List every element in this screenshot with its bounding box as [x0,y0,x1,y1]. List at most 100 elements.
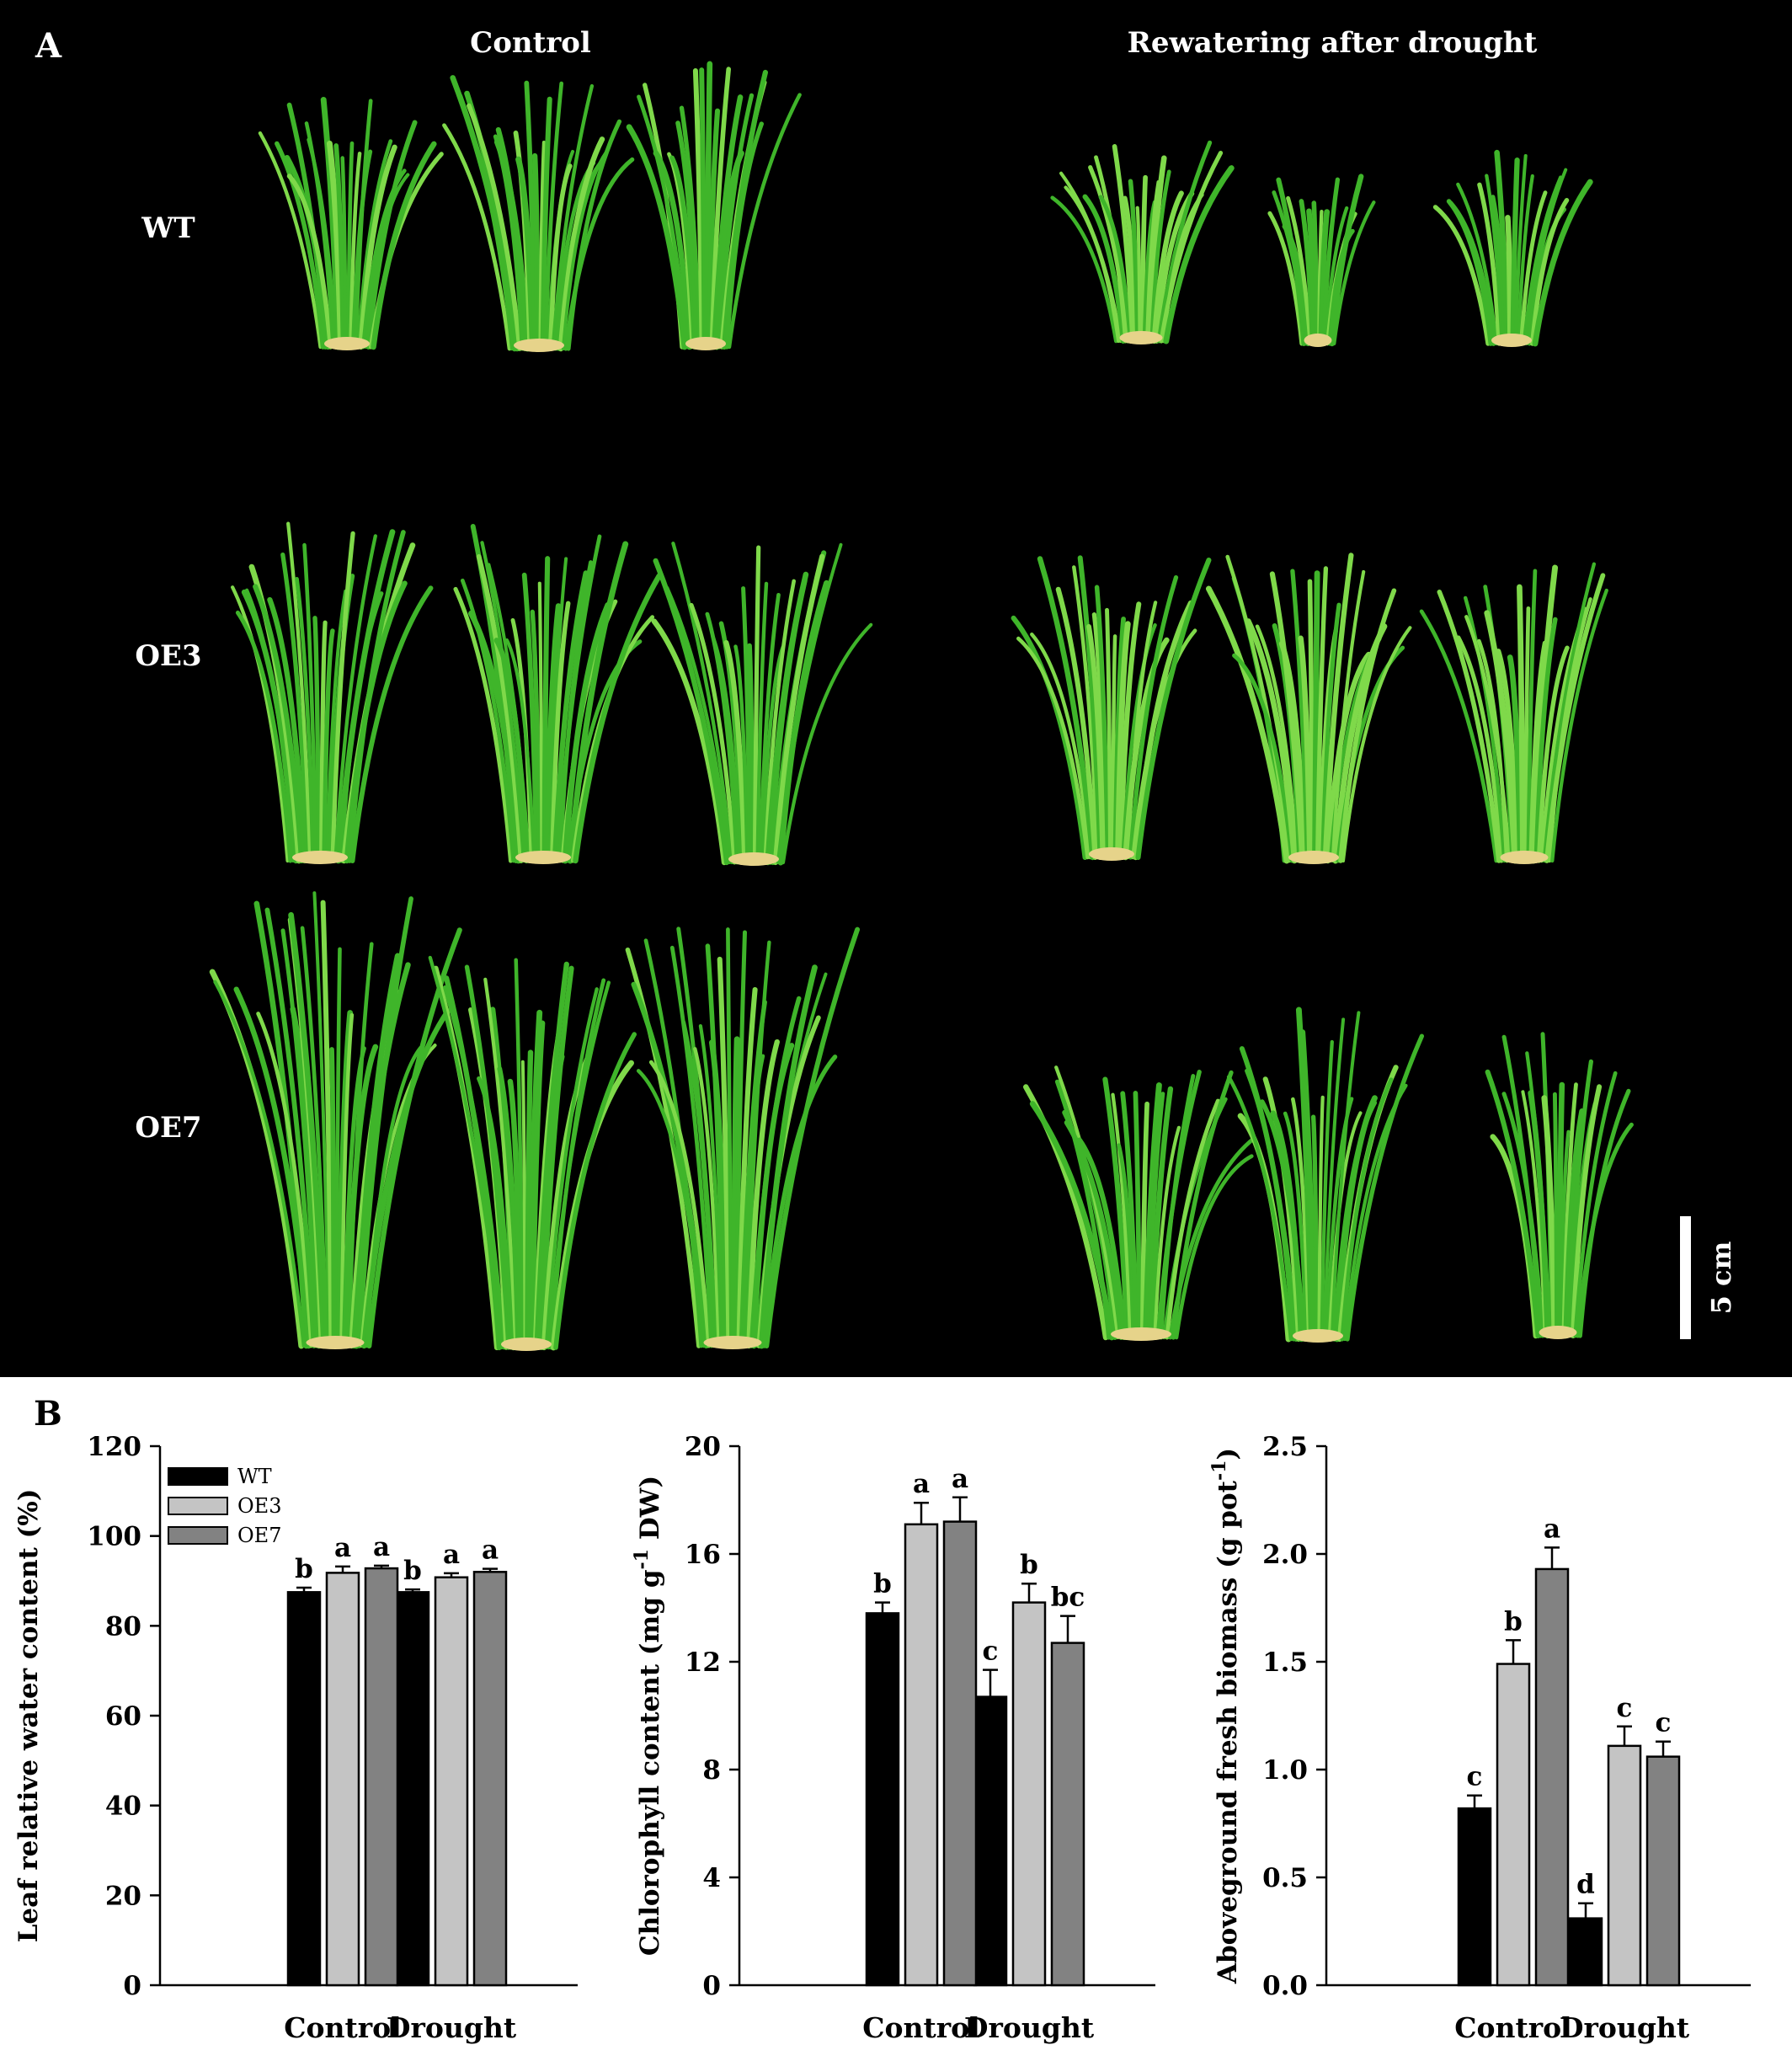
leaf [467,103,523,351]
leaf [531,152,541,352]
leaf [477,1076,514,1350]
leaf [758,964,818,1349]
leaf [365,120,418,350]
leaf [1496,649,1521,864]
y-tick-label: 12 [685,1647,721,1678]
panel-a-canvas: A Control Rewatering after drought WT OE… [35,26,1737,1351]
leaf [515,156,536,352]
plant-base [1500,851,1549,864]
leaf [777,579,829,866]
leaf [1541,1095,1558,1339]
leaf [371,141,437,350]
leaf [1128,574,1179,860]
leaf [1259,1099,1307,1342]
leaf [325,589,348,863]
leaf [1091,612,1108,860]
bar [904,1523,939,1987]
leaf [1146,155,1167,344]
leaf [433,965,500,1351]
leaf [676,926,719,1348]
leaf [1239,1046,1299,1342]
leaf [626,124,688,350]
y-tick-label: 20 [105,1881,141,1911]
leaf [561,150,608,350]
leaf [1517,584,1526,864]
leaf [347,530,406,863]
plant-base [515,851,571,864]
leaf [679,105,702,350]
legend-label: WT [237,1465,272,1488]
leaf [339,1012,355,1348]
leaf [307,137,338,350]
leaf [1556,1081,1565,1339]
bar [1568,1917,1603,1987]
leaf [567,541,629,864]
leaf [349,585,434,863]
leaf [275,141,326,350]
leaf [320,900,334,1348]
plant-clump [1011,555,1212,861]
leaf [669,155,697,350]
leaf [1513,153,1528,346]
leaf [529,1020,546,1351]
leaf [530,609,542,863]
leaf [727,93,802,350]
leaf [493,139,531,352]
plant-clump [1023,1065,1256,1341]
leaf [1334,1095,1378,1343]
leaf [514,958,525,1350]
plant-base [1119,331,1163,344]
leaf [347,942,374,1348]
leaf [709,67,731,350]
leaf [1573,1071,1618,1338]
leaf [1318,209,1331,347]
leaf [1290,569,1310,863]
leaf [1526,569,1538,863]
leaf [1547,597,1592,863]
leaf [1077,555,1103,860]
leaf [264,907,317,1348]
leaf [231,585,290,863]
leaf [1519,190,1548,346]
leaf [1149,1086,1174,1341]
y-tick-label: 0 [123,1971,141,2001]
leaf [1432,205,1491,346]
legend-label: OE3 [237,1494,281,1518]
leaf [1149,169,1171,344]
leaf [562,602,611,864]
leaf [537,581,544,863]
leaf [235,610,293,863]
plant-clump [1050,140,1235,344]
leaf [1560,1129,1571,1338]
leaf [736,986,758,1349]
category-label: Control [862,2011,979,2044]
significance-letter: a [913,1469,930,1499]
legend-label: OE7 [237,1524,281,1547]
leaf [724,121,764,350]
leaf [209,969,305,1349]
plant-clump [1419,562,1608,864]
leaf [1322,1017,1346,1341]
leaf [1332,200,1376,346]
leaf [1577,1088,1631,1338]
plant-clump [1226,1006,1425,1343]
leaf [286,174,333,350]
leaf [1283,1111,1309,1342]
leaf [557,560,593,863]
leaf [460,578,515,863]
bar-chart-2: 0 4 8 12 16 20 Chlorophyll content (mg g-1 DW)… [631,1432,1155,2044]
column-label-rewatering: Rewatering after drought [1128,26,1538,60]
plant-clump [209,891,462,1349]
leaf [1156,140,1213,344]
leaf [711,633,742,865]
leaf [267,596,307,864]
leaf [1330,1011,1361,1341]
bar [1607,1744,1642,1987]
y-axis-label: Chlorophyll content (mg g-1 DW) [631,1476,665,1956]
plant-clump [258,96,444,350]
panel-a-photo: A Control Rewatering after drought WT OE… [0,0,1792,1377]
y-tick-label: 0.0 [1262,1971,1308,2001]
leaf [1094,585,1111,860]
leaf [1315,566,1329,863]
significance-letter: a [373,1532,390,1562]
